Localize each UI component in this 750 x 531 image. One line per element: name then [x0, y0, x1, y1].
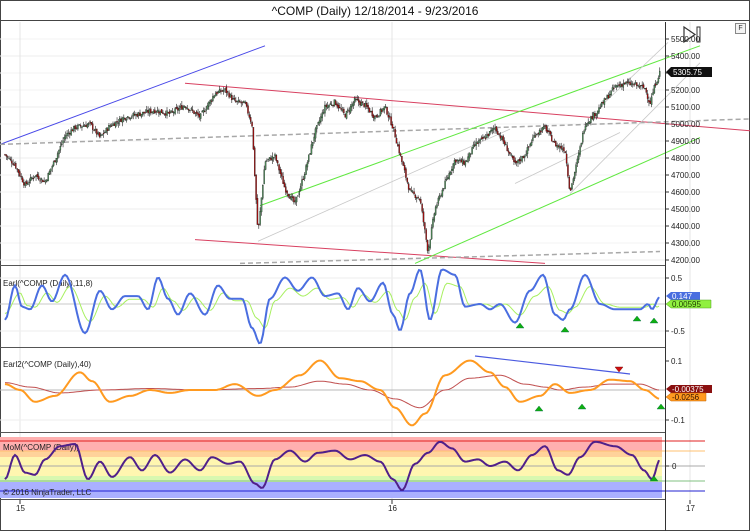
buy-signal-icon: [577, 403, 587, 410]
price-tick-label: 5000.00: [671, 120, 700, 129]
earl-slow-value-tag: [665, 299, 712, 309]
gray-dashed-low-line[interactable]: [239, 250, 661, 265]
trendlines[interactable]: [0, 42, 750, 265]
last-price-value: 5305.75: [673, 68, 702, 77]
scroll-to-end-icon[interactable]: [683, 25, 701, 44]
time-axis[interactable]: 15 16 17: [16, 500, 695, 513]
mom-band-green: [0, 476, 662, 482]
earl-fast-value-tag: [666, 292, 700, 300]
earl-slow-value: 0.00595: [672, 300, 701, 309]
buy-signal-icon: [632, 315, 642, 322]
mom-panel[interactable]: MoM(^COMP (Daily)) © 2016 NinjaTrader, L…: [0, 437, 705, 500]
earl2-tick-pos: 0.1: [671, 357, 683, 366]
mom-band-blue: [0, 482, 662, 498]
earl-axis: 0.5 -0.5 0.147 0.00595: [665, 274, 712, 336]
price-tick-label: 4200.00: [671, 256, 700, 265]
buy-signal-icon: [560, 326, 570, 333]
price-tick-label: 5400.00: [671, 52, 700, 61]
price-tick-label: 5100.00: [671, 103, 700, 112]
earl2-slow-value-tag: [666, 385, 712, 393]
earl-panel[interactable]: Earl(^COMP (Daily),11,8): [0, 268, 665, 348]
gray-dashed-mid-line[interactable]: [0, 118, 750, 146]
price-tick-label: 4500.00: [671, 205, 700, 214]
mom-line: [4, 440, 660, 491]
red-upper-channel-line[interactable]: [184, 82, 750, 132]
price-tick-label: 4300.00: [671, 239, 700, 248]
sell-signal-icon: [614, 366, 624, 373]
float-button[interactable]: F: [735, 23, 746, 34]
earl-panel-label: Earl(^COMP (Daily),11,8): [3, 279, 93, 288]
last-price-tag: [666, 67, 712, 78]
earl-signals: [515, 315, 659, 333]
buy-signal-icon: [649, 317, 659, 324]
price-tick-label: 5200.00: [671, 86, 700, 95]
earl2-fast-value-tag: [665, 392, 707, 402]
mom-band-red: [0, 437, 662, 451]
price-tick-label: 4600.00: [671, 188, 700, 197]
earl2-slow-line: [4, 374, 660, 409]
earl2-panel[interactable]: Earl2(^COMP (Daily),40): [0, 355, 666, 433]
price-tick-label: 5500.00: [671, 35, 700, 44]
earl-tick-pos: 0.5: [671, 274, 683, 283]
green-lower-channel-line[interactable]: [414, 137, 701, 264]
earl2-panel-label: Earl2(^COMP (Daily),40): [3, 360, 91, 369]
buy-signal-icon: [534, 405, 544, 412]
earl2-signals: [534, 366, 666, 412]
buy-signal-icon: [649, 475, 659, 482]
price-tick-label: 4700.00: [671, 171, 700, 180]
mom-axis: 0: [665, 462, 677, 471]
time-tick-label: 15: [16, 504, 25, 513]
helper-trendline[interactable]: [569, 62, 701, 194]
copyright-text: © 2016 NinjaTrader, LLC: [3, 488, 92, 497]
price-axis[interactable]: 5500.005400.005300.005200.005100.005000.…: [665, 35, 712, 265]
time-tick-label: 16: [388, 504, 397, 513]
earl-fast-value: 0.147: [672, 292, 693, 301]
earl2-slow-value: -0.00375: [672, 385, 704, 394]
helper-trendline[interactable]: [514, 132, 621, 184]
green-upper-channel-line[interactable]: [259, 45, 701, 207]
helper-trendline[interactable]: [257, 128, 511, 242]
mom-band-orange: [0, 451, 662, 457]
price-tick-label: 4900.00: [671, 137, 700, 146]
price-tick-label: 4800.00: [671, 154, 700, 163]
time-tick-label: 17: [686, 504, 695, 513]
earl-slow-line: [4, 282, 660, 329]
price-panel[interactable]: [0, 22, 750, 500]
earl2-fast-line: [4, 359, 660, 427]
mom-signals: [649, 475, 659, 482]
price-tick-label: 4400.00: [671, 222, 700, 231]
price-grid: [0, 38, 665, 261]
earl2-tick-neg: -0.1: [671, 416, 685, 425]
earl-fast-line: [4, 268, 660, 345]
chart-title: ^COMP (Daily) 12/18/2014 - 9/23/2016: [271, 4, 479, 18]
blue-resistance-line[interactable]: [0, 45, 266, 145]
red-lower-channel-line[interactable]: [194, 239, 546, 264]
earl2-fast-value: -0.0256: [672, 393, 700, 402]
earl2-axis: 0.1 -0.1 -0.00375 -0.0256: [665, 357, 712, 425]
divergence-trendline[interactable]: [474, 355, 631, 375]
buy-signal-icon: [656, 403, 666, 410]
earl-tick-neg: -0.5: [671, 327, 685, 336]
mom-tick-zero: 0: [672, 462, 677, 471]
buy-signal-icon: [515, 322, 525, 329]
helper-trendline[interactable]: [599, 42, 669, 108]
candlesticks: [4, 67, 661, 255]
mom-panel-label: MoM(^COMP (Daily)): [3, 443, 79, 452]
